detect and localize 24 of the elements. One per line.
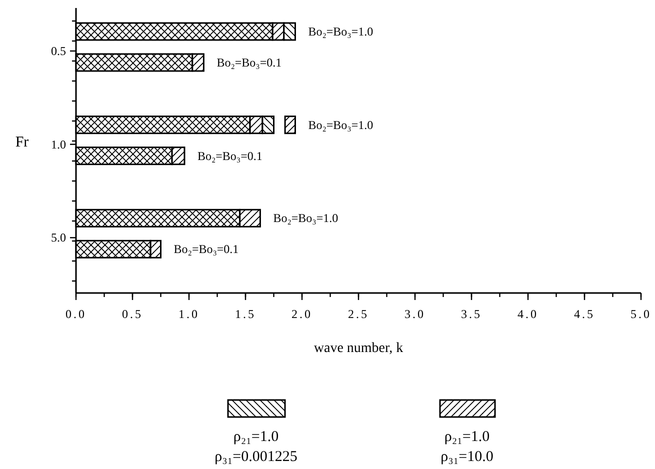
x-tick-label: 3.5 [461, 307, 482, 321]
text: 1.0 [51, 137, 66, 152]
y-tick-label: Bo₂=Bo₃=1.0 [273, 211, 338, 226]
text: 5.0 [51, 230, 66, 245]
y-tick-label: Bo₂=Bo₃=1.0 [308, 118, 374, 132]
x-tick-label: 4.0 [518, 307, 538, 321]
y-tick-label: Bo₂=Bo₃=0.1 [216, 56, 282, 70]
x-tick-label: 1.5 [235, 307, 256, 321]
x-tick-label: 4.5 [574, 307, 595, 321]
x-axis-title: wave number, k [314, 341, 404, 356]
y-tick-label: Bo₂=Bo₃=0.1 [197, 148, 262, 163]
legend-label: ρ₂₁=1.0 ρ₃₁=0.001225 [214, 429, 298, 465]
x-tick-label: 1.0 [178, 307, 200, 321]
x-tick-label: 5.0 [630, 307, 652, 321]
y-tick-label: Bo₂=Bo₃=1.0 [308, 24, 374, 38]
legend-label: ρ₂₁=1.0 ρ₃₁=10.0 [440, 429, 494, 465]
y-axis-title: Fr [15, 134, 29, 150]
y-tick-label: Bo₂=Bo₃=0.1 [174, 242, 239, 256]
x-tick-label: 0.0 [66, 307, 86, 321]
x-tick-label: 3.0 [404, 307, 426, 321]
x-tick-label: 0.5 [122, 307, 143, 321]
text: 0.5 [51, 44, 66, 58]
x-tick-label: 2.5 [348, 307, 369, 321]
x-tick-label: 2.0 [292, 307, 312, 321]
